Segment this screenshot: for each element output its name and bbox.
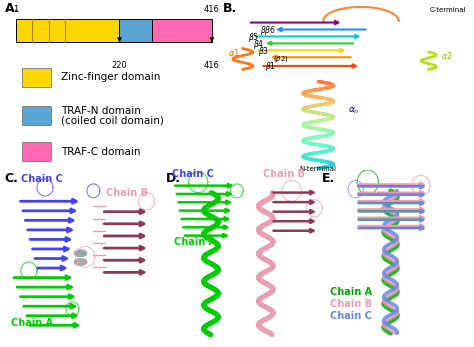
Ellipse shape — [74, 250, 87, 257]
Text: Chain A: Chain A — [330, 287, 372, 297]
Text: TRAF-C domain: TRAF-C domain — [62, 147, 141, 157]
Bar — [22, 106, 51, 125]
Text: $\beta$3: $\beta$3 — [258, 45, 269, 58]
Text: 416: 416 — [204, 61, 220, 70]
Text: Chain B: Chain B — [330, 299, 372, 309]
Text: E.: E. — [322, 172, 336, 185]
Text: TRAF-N domain: TRAF-N domain — [62, 106, 141, 116]
Bar — [22, 142, 51, 161]
Bar — [22, 68, 51, 87]
Text: ($\beta$2): ($\beta$2) — [273, 54, 289, 64]
Text: C-terminal: C-terminal — [430, 7, 466, 13]
Text: $\beta\beta$6: $\beta\beta$6 — [261, 24, 276, 37]
Text: 220: 220 — [111, 61, 128, 70]
Text: B.: B. — [223, 2, 237, 15]
Text: Chain C: Chain C — [173, 169, 214, 179]
Text: Chain B: Chain B — [106, 188, 148, 198]
Text: $\alpha$2: $\alpha$2 — [441, 50, 453, 61]
Text: $\alpha$1: $\alpha$1 — [228, 46, 240, 58]
Bar — [16, 19, 119, 42]
Text: Chain C: Chain C — [330, 311, 372, 321]
Ellipse shape — [74, 259, 87, 265]
Text: N-terminal: N-terminal — [300, 166, 337, 172]
Text: Chain C: Chain C — [21, 174, 63, 184]
Bar — [153, 19, 212, 42]
Bar — [119, 19, 153, 42]
Text: 1: 1 — [13, 5, 18, 14]
Text: $\beta$5: $\beta$5 — [248, 31, 259, 44]
Text: A.: A. — [5, 2, 19, 15]
Text: $\alpha_n$: $\alpha_n$ — [348, 106, 360, 116]
Text: (coiled coil domain): (coiled coil domain) — [62, 116, 164, 126]
Text: Zinc-finger domain: Zinc-finger domain — [62, 72, 161, 82]
Text: Chain A: Chain A — [174, 237, 216, 247]
Text: Chain A: Chain A — [11, 318, 53, 328]
Text: 416: 416 — [204, 5, 220, 14]
Text: Chain B: Chain B — [263, 169, 305, 179]
Text: D.: D. — [166, 172, 181, 185]
Text: $\beta$4: $\beta$4 — [253, 38, 264, 51]
Text: $\beta$1: $\beta$1 — [265, 60, 276, 74]
Text: C.: C. — [5, 172, 18, 185]
